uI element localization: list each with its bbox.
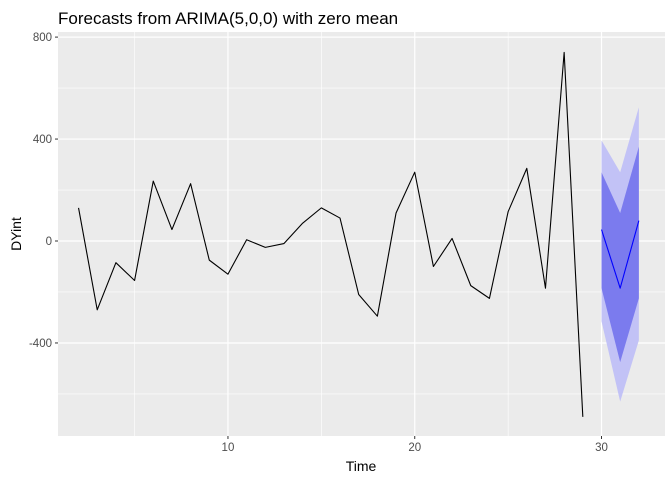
forecast-bands	[601, 107, 639, 402]
grid-minor	[58, 32, 665, 436]
observed-line	[78, 51, 584, 417]
x-tick-label: 10	[222, 442, 235, 454]
axis-ticks	[55, 36, 602, 439]
chart-title: Forecasts from ARIMA(5,0,0) with zero me…	[58, 9, 398, 28]
series-lines	[78, 51, 640, 417]
forecast-band-80	[601, 146, 639, 363]
x-axis-title: Time	[346, 458, 377, 474]
tick-labels: 10 20 30 -400 0 400 800	[29, 32, 608, 454]
y-tick-label: 0	[46, 236, 52, 248]
y-tick-label: -400	[29, 338, 52, 350]
plot-panel	[58, 32, 665, 436]
y-tick-label: 400	[33, 134, 52, 146]
x-tick-label: 30	[595, 442, 608, 454]
x-tick-label: 20	[408, 442, 421, 454]
y-tick-label: 800	[33, 32, 52, 44]
y-axis-title: DYint	[8, 217, 24, 251]
forecast-line	[600, 220, 640, 289]
